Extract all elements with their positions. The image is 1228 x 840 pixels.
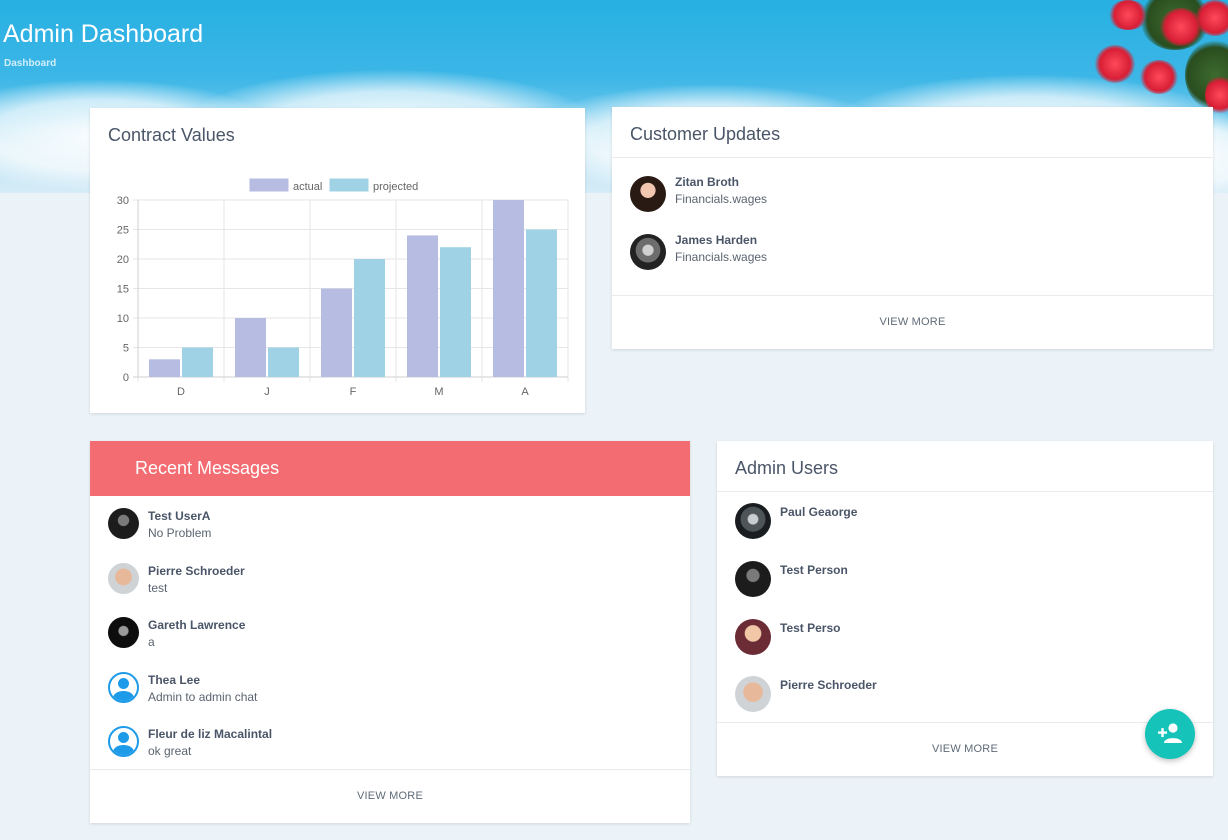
message-sender: Fleur de liz Macalintal bbox=[148, 727, 273, 741]
y-tick-label: 5 bbox=[123, 343, 129, 355]
legend-label: actual bbox=[293, 181, 322, 193]
bar-actual bbox=[235, 318, 266, 377]
flower-decoration bbox=[1095, 45, 1135, 83]
flower-decoration bbox=[1108, 0, 1148, 30]
admin-name: Paul Geaorge bbox=[780, 505, 858, 519]
avatar bbox=[735, 561, 771, 597]
avatar bbox=[108, 508, 139, 539]
list-item[interactable]: Thea Lee Admin to admin chat bbox=[90, 671, 690, 711]
y-tick-label: 0 bbox=[123, 372, 129, 384]
list-item[interactable]: Test Perso bbox=[717, 619, 1213, 659]
view-more-link[interactable]: VIEW MORE bbox=[879, 316, 946, 328]
legend-swatch bbox=[249, 178, 289, 192]
bar-projected bbox=[182, 347, 213, 377]
breadcrumb[interactable]: Dashboard bbox=[4, 58, 57, 69]
card-title: Customer Updates bbox=[630, 124, 781, 144]
list-item[interactable]: Pierre Schroeder bbox=[717, 676, 1213, 716]
message-text: a bbox=[148, 635, 155, 649]
avatar bbox=[735, 619, 771, 655]
customer-detail: Financials.wages bbox=[675, 192, 768, 206]
y-tick-label: 20 bbox=[117, 254, 129, 266]
avatar bbox=[735, 503, 771, 539]
list-item[interactable]: James Harden Financials.wages bbox=[612, 233, 1213, 273]
admin-users-card: Admin Users Paul Geaorge Test Person Tes… bbox=[717, 441, 1213, 776]
avatar bbox=[108, 563, 139, 594]
avatar bbox=[630, 234, 666, 270]
list-item[interactable]: Paul Geaorge bbox=[717, 503, 1213, 543]
x-tick-label: J bbox=[264, 386, 270, 398]
bar-projected bbox=[268, 347, 299, 377]
card-title: Admin Users bbox=[735, 458, 839, 478]
y-tick-label: 15 bbox=[117, 284, 129, 296]
view-more-link[interactable]: VIEW MORE bbox=[932, 743, 998, 755]
list-item[interactable]: Test Person bbox=[717, 561, 1213, 601]
bar-actual bbox=[493, 200, 524, 377]
user-placeholder-icon bbox=[108, 672, 139, 703]
flower-decoration bbox=[1195, 0, 1228, 36]
avatar bbox=[108, 617, 139, 648]
bar-actual bbox=[149, 359, 180, 377]
x-tick-label: F bbox=[350, 386, 357, 398]
y-tick-label: 30 bbox=[117, 195, 129, 207]
admin-name: Test Person bbox=[780, 563, 848, 577]
flower-decoration bbox=[1140, 60, 1178, 94]
add-user-button[interactable] bbox=[1145, 709, 1195, 759]
customer-detail: Financials.wages bbox=[675, 250, 768, 264]
flower-decoration bbox=[1205, 75, 1228, 115]
list-item[interactable]: Fleur de liz Macalintal ok great bbox=[90, 725, 690, 765]
message-sender: Thea Lee bbox=[148, 673, 201, 687]
contract-values-card: Contract Values actual projected 0 5 10 15 20 2… bbox=[90, 108, 585, 413]
message-sender: Pierre Schroeder bbox=[148, 564, 245, 578]
list-item[interactable]: Test UserA No Problem bbox=[90, 507, 690, 547]
bar-actual bbox=[321, 288, 352, 377]
card-title: Recent Messages bbox=[135, 458, 280, 478]
x-tick-label: A bbox=[521, 386, 529, 398]
contract-bar-chart: actual projected 0 5 10 15 20 25 30 D J F M A bbox=[117, 178, 569, 398]
avatar bbox=[630, 176, 666, 212]
x-tick-label: D bbox=[177, 386, 185, 398]
message-text: ok great bbox=[148, 744, 192, 758]
person-add-icon bbox=[1158, 723, 1182, 743]
y-tick-label: 10 bbox=[117, 313, 129, 325]
bar-actual bbox=[407, 235, 438, 377]
view-more-link[interactable]: VIEW MORE bbox=[357, 790, 423, 802]
admin-name: Pierre Schroeder bbox=[780, 678, 877, 692]
x-tick-label: M bbox=[434, 386, 443, 398]
legend-label: projected bbox=[373, 181, 418, 193]
admin-name: Test Perso bbox=[780, 621, 841, 635]
list-item[interactable]: Zitan Broth Financials.wages bbox=[612, 175, 1213, 215]
customer-name: Zitan Broth bbox=[675, 175, 739, 189]
legend-swatch bbox=[329, 178, 369, 192]
customer-updates-card: Customer Updates Zitan Broth Financials.… bbox=[612, 107, 1213, 349]
message-text: test bbox=[148, 581, 168, 595]
card-title: Contract Values bbox=[108, 125, 235, 145]
message-text: No Problem bbox=[148, 526, 212, 540]
message-sender: Test UserA bbox=[148, 509, 211, 523]
list-item[interactable]: Pierre Schroeder test bbox=[90, 562, 690, 602]
y-tick-label: 25 bbox=[117, 225, 129, 237]
recent-messages-card: Recent Messages Test UserA No Problem Pi… bbox=[90, 441, 690, 823]
bar-projected bbox=[440, 247, 471, 377]
bar-projected bbox=[354, 259, 385, 377]
message-text: Admin to admin chat bbox=[148, 690, 258, 704]
avatar bbox=[735, 676, 771, 712]
bar-projected bbox=[526, 229, 557, 377]
page-title: Admin Dashboard bbox=[3, 20, 204, 48]
messages-header: Recent Messages bbox=[90, 441, 690, 496]
message-sender: Gareth Lawrence bbox=[148, 618, 246, 632]
customer-name: James Harden bbox=[675, 233, 758, 247]
list-item[interactable]: Gareth Lawrence a bbox=[90, 616, 690, 656]
user-placeholder-icon bbox=[108, 726, 139, 757]
